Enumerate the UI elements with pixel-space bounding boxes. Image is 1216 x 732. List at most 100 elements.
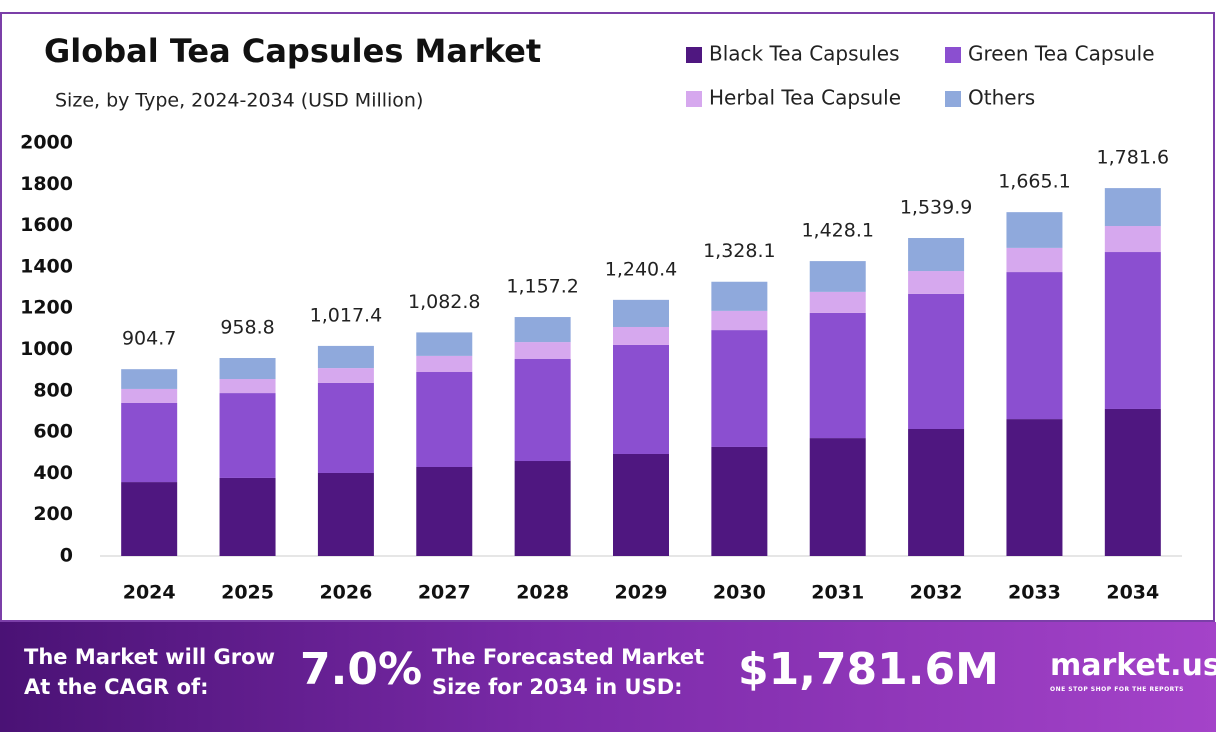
chart-subtitle: Size, by Type, 2024-2034 (USD Million) (55, 90, 423, 112)
legend-swatch (686, 47, 702, 63)
bar-segment (1006, 247, 1063, 273)
total-label: 1,017.4 (310, 304, 383, 326)
cagr-text: The Market will Grow At the CAGR of: (24, 642, 275, 702)
y-tick-label: 2000 (20, 132, 73, 154)
forecast-text: The Forecasted Market Size for 2034 in U… (432, 642, 704, 702)
legend-label: Black Tea Capsules (709, 42, 900, 66)
bar-segment (613, 453, 669, 556)
bar-segment (1104, 252, 1161, 409)
x-tick-label: 2033 (1008, 582, 1061, 604)
bar-segment (416, 466, 473, 556)
bar-segment (317, 368, 374, 383)
legend-label: Herbal Tea Capsule (709, 86, 901, 110)
legend-swatch (945, 47, 961, 63)
x-tick-label: 2031 (811, 582, 864, 604)
bar-segment (514, 317, 571, 343)
legend-label: Others (968, 86, 1035, 110)
banner: The Market will Grow At the CAGR of: 7.0… (0, 622, 1216, 732)
bar-segment (908, 429, 965, 556)
y-tick-label: 1400 (20, 255, 73, 277)
bar-segment (1006, 419, 1063, 556)
y-tick-label: 800 (33, 379, 73, 401)
forecast-text-line: The Forecasted Market (432, 645, 705, 669)
bar-segment (1006, 212, 1063, 248)
total-label: 1,539.9 (900, 197, 973, 219)
cagr-text-line: At the CAGR of: (24, 675, 209, 699)
bar-segment (809, 291, 866, 313)
total-label: 1,082.8 (408, 291, 481, 313)
forecast-value: $1,781.6M (738, 644, 999, 695)
legend-swatch (945, 91, 961, 107)
bar-segment (809, 312, 866, 439)
total-label: 1,428.1 (801, 220, 874, 242)
x-tick-label: 2032 (910, 582, 963, 604)
forecast-text-line: Size for 2034 in USD: (432, 675, 683, 699)
bar-segment (711, 310, 768, 331)
legend-swatch (686, 91, 702, 107)
bar-segment (416, 332, 473, 356)
brand: market.us (1050, 648, 1216, 683)
total-label: 1,781.6 (1097, 147, 1170, 169)
total-label: 1,665.1 (998, 171, 1071, 193)
chart-title: Global Tea Capsules Market (44, 32, 541, 70)
x-tick-label: 2026 (319, 582, 372, 604)
bar-segment (809, 261, 866, 292)
bar-segment (514, 342, 571, 359)
chart-border (0, 12, 1215, 622)
bar-segment (514, 358, 571, 462)
total-label: 1,157.2 (506, 276, 579, 298)
x-tick-label: 2029 (615, 582, 668, 604)
bar-segment (613, 326, 669, 345)
bar-segment (908, 238, 965, 272)
y-tick-label: 600 (33, 421, 73, 443)
y-tick-label: 200 (33, 503, 73, 525)
bar-segment (613, 344, 669, 454)
x-tick-label: 2027 (418, 582, 471, 604)
bar-segment (711, 281, 768, 311)
bar-segment (809, 438, 866, 556)
bar-segment (1104, 408, 1161, 556)
x-tick-label: 2028 (516, 582, 569, 604)
bar-segment (908, 293, 965, 430)
bar-segment (711, 330, 768, 447)
y-tick-label: 0 (60, 545, 73, 567)
bar-segment (121, 388, 178, 403)
chart: Global Tea Capsules Market Size, by Type… (0, 12, 1215, 622)
bar-segment (121, 402, 178, 483)
cagr-text-line: The Market will Grow (24, 645, 275, 669)
bar-segment (1104, 226, 1161, 253)
y-tick-label: 1800 (20, 173, 73, 195)
bar-segment (219, 477, 276, 556)
bar-segment (121, 482, 178, 556)
bar-segment (219, 393, 276, 478)
cagr-value: 7.0% (300, 644, 423, 695)
bar-segment (416, 372, 473, 467)
bar-segment (908, 271, 965, 294)
bar-segment (416, 355, 473, 373)
total-label: 958.8 (220, 317, 274, 339)
y-tick-label: 1000 (20, 338, 73, 360)
legend-label: Green Tea Capsule (968, 42, 1155, 66)
bar-segment (317, 345, 374, 369)
bar-segment (121, 369, 178, 389)
y-tick-label: 1200 (20, 297, 73, 319)
total-label: 904.7 (122, 328, 176, 350)
y-tick-label: 1600 (20, 214, 73, 236)
x-tick-label: 2025 (221, 582, 274, 604)
bar-segment (711, 446, 768, 556)
x-tick-label: 2024 (123, 582, 176, 604)
total-label: 1,240.4 (605, 258, 678, 280)
bar-segment (613, 299, 669, 327)
bar-segment (1006, 272, 1063, 420)
bar-segment (219, 379, 276, 394)
bar-segment (1104, 188, 1161, 227)
y-tick-label: 400 (33, 462, 73, 484)
bar-segment (219, 358, 276, 380)
x-tick-label: 2030 (713, 582, 766, 604)
bar-segment (317, 472, 374, 556)
bar-segment (514, 461, 571, 556)
x-tick-label: 2034 (1106, 582, 1159, 604)
bar-segment (317, 382, 374, 473)
total-label: 1,328.1 (703, 240, 776, 262)
